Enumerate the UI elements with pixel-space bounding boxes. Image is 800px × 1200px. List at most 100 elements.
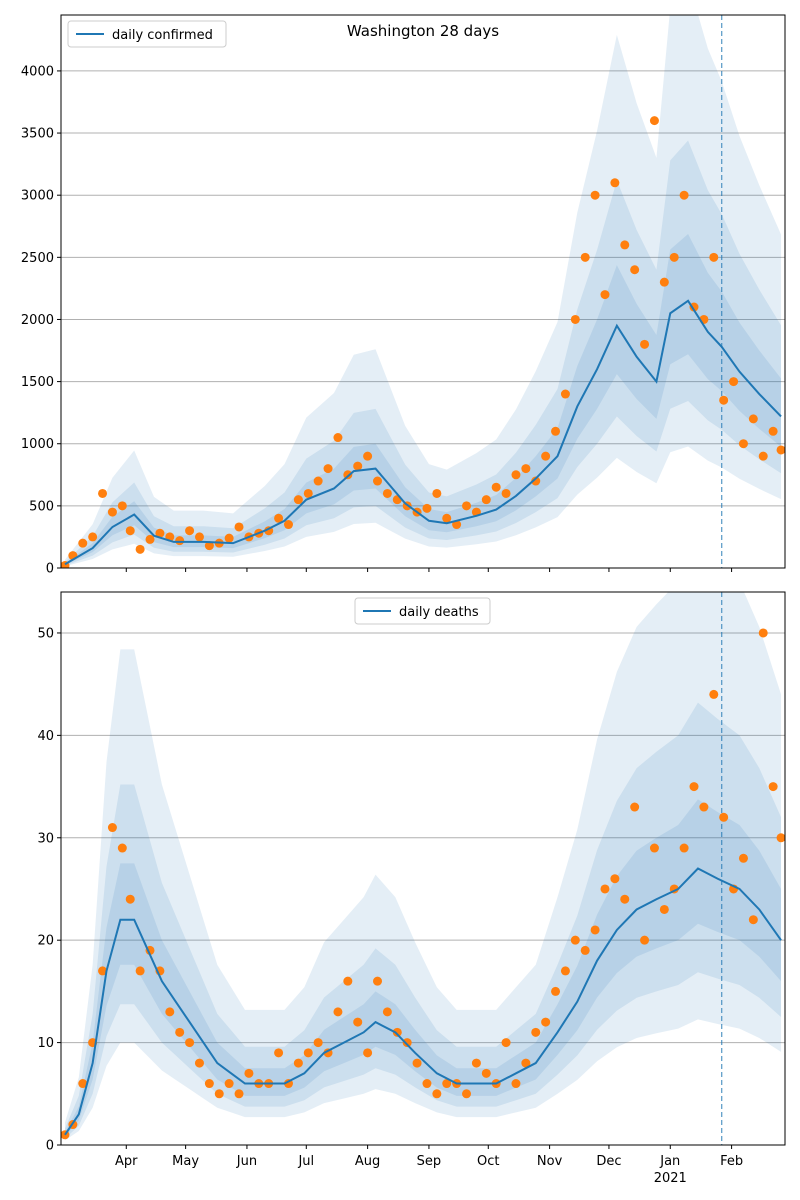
uncertainty-band-0 <box>64 592 782 1141</box>
data-point <box>333 1007 343 1017</box>
data-point <box>501 1038 511 1048</box>
data-point <box>98 966 108 976</box>
x-tick-label: Oct <box>477 1154 499 1169</box>
data-point <box>412 1058 422 1068</box>
data-point <box>551 426 561 436</box>
data-point <box>640 935 650 945</box>
data-point <box>719 812 729 822</box>
data-point <box>373 476 383 486</box>
legend-label: daily confirmed <box>112 28 213 43</box>
data-point <box>491 482 501 492</box>
data-point <box>748 414 758 424</box>
data-point <box>590 925 600 935</box>
data-point <box>610 178 620 188</box>
data-point <box>185 1038 195 1048</box>
data-point <box>194 532 204 542</box>
uncertainty-band-1 <box>64 702 782 1139</box>
data-point <box>531 1027 541 1037</box>
data-point <box>392 1027 402 1037</box>
data-point <box>570 314 580 324</box>
data-point <box>630 265 640 275</box>
x-tick-label: Feb <box>720 1154 743 1169</box>
y-tick-label: 50 <box>37 626 54 641</box>
data-point <box>442 513 452 523</box>
data-point <box>107 507 117 517</box>
data-point <box>560 389 570 399</box>
x-tick-label: Jan <box>659 1154 680 1169</box>
data-point <box>541 1017 551 1027</box>
data-point <box>303 1048 313 1058</box>
data-point <box>373 976 383 986</box>
data-point <box>669 252 679 262</box>
uncertainty-band-1 <box>64 140 782 566</box>
uncertainty-band-2 <box>64 234 782 566</box>
data-point <box>462 501 472 511</box>
data-point <box>620 894 630 904</box>
data-point <box>234 1089 244 1099</box>
data-point <box>107 823 117 833</box>
x-tick-label: Aug <box>355 1154 380 1169</box>
chart-title: Washington 28 days <box>347 22 499 40</box>
data-point <box>78 1079 88 1089</box>
y-tick-label: 40 <box>37 729 54 744</box>
axes-frame <box>60 591 786 1146</box>
y-tick-label: 2500 <box>21 251 54 266</box>
legend-box <box>67 20 227 48</box>
data-point <box>551 986 561 996</box>
data-point <box>748 915 758 925</box>
data-point <box>422 1079 432 1089</box>
uncertainty-band-0 <box>64 15 782 567</box>
data-point <box>214 1089 224 1099</box>
data-point <box>175 536 185 546</box>
data-point <box>293 495 303 505</box>
uncertainty-band-2 <box>64 799 782 1137</box>
data-point <box>719 395 729 405</box>
plot-area <box>61 15 785 568</box>
data-point <box>224 1079 234 1089</box>
data-point <box>135 544 145 554</box>
data-point <box>659 904 669 914</box>
y-tick-label: 3000 <box>21 189 54 204</box>
y-tick-label: 20 <box>37 934 54 949</box>
confirmed-panel: 0 500 1000 1500 2000 2500 3000 3500 4000 Washingt… <box>21 14 786 577</box>
data-point <box>462 1089 472 1099</box>
data-point <box>135 966 145 976</box>
series-line-daily-confirmed <box>64 299 782 566</box>
y-tick-label: 3500 <box>21 127 54 142</box>
x-year-label: 2021 <box>654 1171 687 1186</box>
data-point <box>78 538 88 548</box>
data-point <box>481 495 491 505</box>
data-point <box>709 252 719 262</box>
data-point <box>185 526 195 536</box>
data-point <box>768 782 778 792</box>
data-point <box>165 1007 175 1017</box>
data-point <box>620 240 630 250</box>
plot-area <box>61 592 785 1145</box>
y-tick-label: 0 <box>46 1139 54 1154</box>
data-point <box>125 526 135 536</box>
data-point <box>244 1068 254 1078</box>
data-point <box>323 464 333 474</box>
x-tick-label: Jul <box>297 1154 314 1169</box>
data-point <box>204 541 214 551</box>
y-tick-label: 500 <box>29 499 54 514</box>
data-point <box>758 628 768 638</box>
x-tick-label: Nov <box>537 1154 563 1169</box>
data-point <box>363 1048 373 1058</box>
data-point <box>640 339 650 349</box>
data-point <box>481 1068 491 1078</box>
x-tick-label: Apr <box>115 1154 138 1169</box>
data-point <box>521 1058 531 1068</box>
data-point <box>155 528 165 538</box>
axes-frame <box>60 14 786 569</box>
data-point <box>689 782 699 792</box>
data-point <box>204 1079 214 1089</box>
data-point <box>98 488 108 498</box>
y-tick-label: 2000 <box>21 313 54 328</box>
y-tick-label: 1500 <box>21 375 54 390</box>
data-point <box>303 488 313 498</box>
data-point <box>531 476 541 486</box>
data-point <box>175 1027 185 1037</box>
data-point <box>630 802 640 812</box>
data-point <box>738 439 748 449</box>
